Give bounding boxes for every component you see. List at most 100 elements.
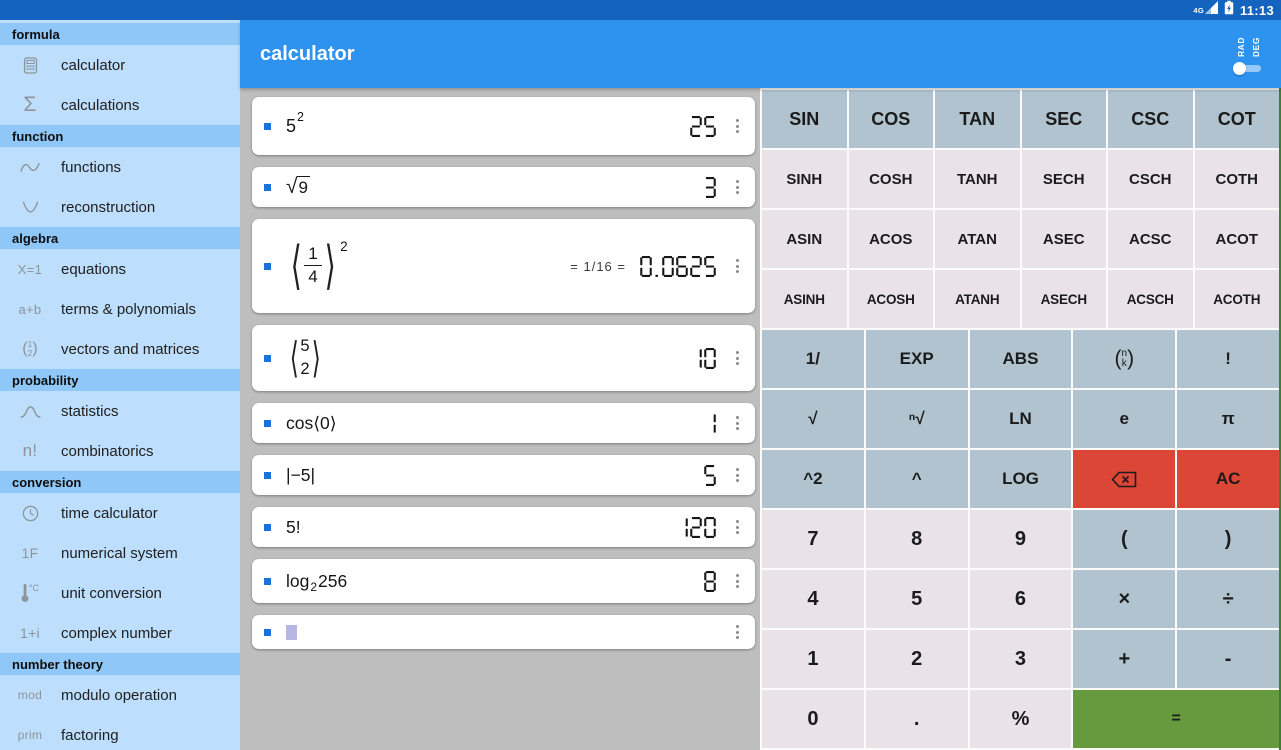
key-sec[interactable]: SEC	[1021, 90, 1106, 148]
key-5[interactable]: 5	[865, 570, 968, 628]
key-euler-e[interactable]: e	[1073, 390, 1176, 448]
key-acsc[interactable]: ACSC	[1108, 210, 1193, 268]
key-cot[interactable]: COT	[1194, 90, 1279, 148]
key-reciprocal[interactable]: 1/	[762, 330, 864, 388]
key-tan[interactable]: TAN	[935, 90, 1020, 148]
card-menu-icon[interactable]	[729, 411, 745, 435]
switch-thumb[interactable]	[1233, 61, 1246, 75]
input-cursor	[286, 624, 297, 640]
key-open-paren[interactable]: (	[1073, 510, 1176, 568]
key-csc[interactable]: CSC	[1108, 90, 1193, 148]
card-menu-icon[interactable]	[729, 620, 745, 644]
history-card-sqrt[interactable]: √ 9	[252, 167, 755, 207]
key-2[interactable]: 2	[865, 630, 968, 688]
sidebar-item-combinatorics[interactable]: n! combinatorics	[0, 431, 240, 471]
key-1[interactable]: 1	[762, 630, 864, 688]
card-menu-icon[interactable]	[729, 114, 745, 138]
key-cosh[interactable]: COSH	[848, 150, 933, 208]
key-square[interactable]: ^2	[762, 450, 864, 508]
key-6[interactable]: 6	[969, 570, 1072, 628]
key-tanh[interactable]: TANH	[935, 150, 1020, 208]
key-decimal[interactable]: .	[865, 690, 968, 748]
app-header: calculator RAD DEG	[240, 20, 1281, 88]
key-atanh[interactable]: ATANH	[935, 270, 1020, 328]
key-equals[interactable]: =	[1073, 690, 1279, 748]
sidebar-item-vectors-and-matrices[interactable]: (1 2) vectors and matrices	[0, 329, 240, 369]
key-divide[interactable]: ÷	[1177, 570, 1279, 628]
sidebar-item-numerical-system[interactable]: 1F numerical system	[0, 533, 240, 573]
sidebar-item-time-calculator[interactable]: time calculator	[0, 493, 240, 533]
key-percent[interactable]: %	[969, 690, 1072, 748]
card-menu-icon[interactable]	[729, 569, 745, 593]
sidebar-item-equations[interactable]: X=1 equations	[0, 249, 240, 289]
sidebar-item-reconstruction[interactable]: reconstruction	[0, 187, 240, 227]
history-card-log[interactable]: log 2 256	[252, 559, 755, 603]
card-menu-icon[interactable]	[729, 463, 745, 487]
history-card-cos[interactable]: cos⟨0⟩	[252, 403, 755, 443]
key-minus[interactable]: -	[1177, 630, 1279, 688]
key-9[interactable]: 9	[969, 510, 1072, 568]
key-0[interactable]: 0	[762, 690, 864, 748]
key-pi[interactable]: π	[1177, 390, 1279, 448]
sidebar-item-unit-conversion[interactable]: °C unit conversion	[0, 573, 240, 613]
key-asinh[interactable]: ASINH	[762, 270, 847, 328]
key-nth-root[interactable]: ⁿ√	[865, 390, 968, 448]
sidebar-item-terms-polynomials[interactable]: a+b terms & polynomials	[0, 289, 240, 329]
key-coth[interactable]: COTH	[1194, 150, 1279, 208]
rad-label: RAD	[1235, 36, 1246, 57]
card-menu-icon[interactable]	[729, 346, 745, 370]
key-4[interactable]: 4	[762, 570, 864, 628]
card-menu-icon[interactable]	[729, 175, 745, 199]
key-sqrt[interactable]: √	[762, 390, 864, 448]
key-close-paren[interactable]: )	[1177, 510, 1279, 568]
key-8[interactable]: 8	[865, 510, 968, 568]
key-exp[interactable]: EXP	[865, 330, 968, 388]
key-acsch[interactable]: ACSCH	[1108, 270, 1193, 328]
key-acos[interactable]: ACOS	[848, 210, 933, 268]
key-abs[interactable]: ABS	[969, 330, 1072, 388]
key-sinh[interactable]: SINH	[762, 150, 847, 208]
sidebar-item-complex-number[interactable]: 1+i complex number	[0, 613, 240, 653]
history-card-factorial[interactable]: 5!	[252, 507, 755, 547]
key-atan[interactable]: ATAN	[935, 210, 1020, 268]
key-asin[interactable]: ASIN	[762, 210, 847, 268]
key-sin[interactable]: SIN	[762, 90, 847, 148]
key-7[interactable]: 7	[762, 510, 864, 568]
input-card[interactable]	[252, 615, 755, 649]
sidebar-item-modulo-operation[interactable]: mod modulo operation	[0, 675, 240, 715]
sidebar-item-functions[interactable]: functions	[0, 147, 240, 187]
key-asech[interactable]: ASECH	[1021, 270, 1106, 328]
key-factorial[interactable]: !	[1177, 330, 1279, 388]
key-acot[interactable]: ACOT	[1194, 210, 1279, 268]
page-title: calculator	[260, 42, 355, 65]
key-power[interactable]: ^	[865, 450, 968, 508]
key-cos[interactable]: COS	[848, 90, 933, 148]
key-acosh[interactable]: ACOSH	[848, 270, 933, 328]
key-binomial[interactable]: (n k)	[1073, 330, 1176, 388]
angle-mode-switch[interactable]	[1233, 61, 1263, 75]
card-menu-icon[interactable]	[729, 515, 745, 539]
key-asec[interactable]: ASEC	[1021, 210, 1106, 268]
rad-deg-toggle[interactable]: RAD DEG	[1233, 33, 1263, 75]
key-plus[interactable]: +	[1073, 630, 1176, 688]
key-sech[interactable]: SECH	[1021, 150, 1106, 208]
key-backspace[interactable]	[1073, 450, 1176, 508]
card-menu-icon[interactable]	[729, 254, 745, 278]
sidebar-item-statistics[interactable]: statistics	[0, 391, 240, 431]
key-multiply[interactable]: ×	[1073, 570, 1176, 628]
sidebar-item-calculator[interactable]: calculator	[0, 45, 240, 85]
sidebar-item-factoring[interactable]: prim factoring	[0, 715, 240, 750]
key-acoth[interactable]: ACOTH	[1194, 270, 1279, 328]
key-all-clear[interactable]: AC	[1177, 450, 1279, 508]
sidebar-item-label: factoring	[61, 726, 119, 744]
history-card-abs[interactable]: |−5|	[252, 455, 755, 495]
key-3[interactable]: 3	[969, 630, 1072, 688]
key-log[interactable]: LOG	[969, 450, 1072, 508]
key-csch[interactable]: CSCH	[1108, 150, 1193, 208]
key-ln[interactable]: LN	[969, 390, 1072, 448]
